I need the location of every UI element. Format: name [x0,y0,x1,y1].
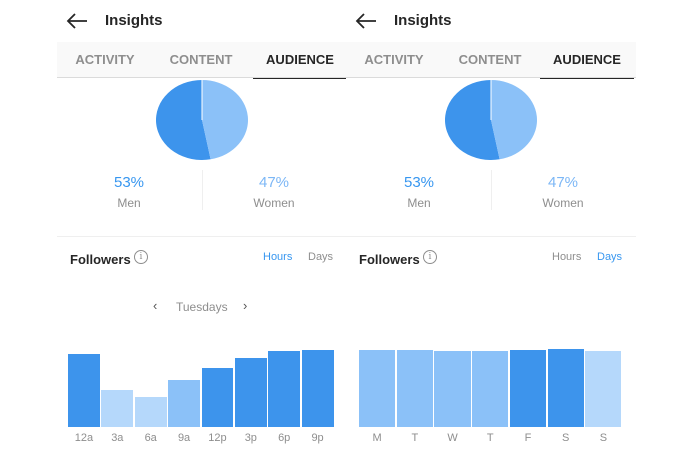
x-tick-label: 12p [208,432,227,444]
pie-slice-women [202,80,249,160]
top-bar: Insights [346,0,636,42]
gender-divider [491,170,492,210]
chart-bar [472,351,509,427]
pie-slice-men [156,80,211,160]
tab-activity[interactable]: ACTIVITY [75,52,135,67]
arrow-left-icon[interactable] [354,11,378,31]
tab-content[interactable]: CONTENT [458,52,522,67]
x-tick-label: S [599,432,608,444]
chart-bar [585,351,622,427]
hours-toggle[interactable]: Hours [552,251,582,263]
chart-bar [547,348,584,427]
women-label: Women [253,196,295,210]
women-percent: 47% [547,174,579,191]
chevron-left-icon[interactable]: ‹ [153,298,158,313]
chart-bar [509,350,547,427]
x-tick-label: 6p [278,432,291,444]
chart-bar [301,350,334,427]
x-tick-label: T [486,432,494,444]
hours-toggle[interactable]: Hours [263,251,293,263]
chart-bar [434,351,471,427]
page-title: Insights [105,12,163,29]
chart-bar [359,350,396,427]
chart-bar [268,351,301,427]
men-label: Men [117,196,141,210]
women-percent: 47% [258,174,290,191]
x-tick-label: T [411,432,419,444]
gender-pie-chart [445,80,537,160]
x-tick-label: 12a [74,432,94,444]
chart-bar [396,350,433,427]
x-tick-label: 9a [177,432,191,444]
men-percent: 53% [403,174,435,191]
days-toggle[interactable]: Days [597,251,623,263]
page-title: Insights [394,12,452,29]
tab-bar: ACTIVITY CONTENT AUDIENCE [57,42,347,79]
x-tick-label: F [524,432,532,444]
followers-heading: Followers [359,252,420,267]
chart-bar [234,357,267,427]
women-label: Women [542,196,584,210]
men-label: Men [407,196,431,210]
gender-divider [202,170,203,210]
chart-bar [201,367,234,427]
pie-slice-men [445,80,500,160]
chart-bar [68,354,100,427]
arrow-left-icon[interactable] [65,11,89,31]
tab-audience[interactable]: AUDIENCE [253,42,347,79]
x-tick-label: W [447,432,458,444]
chevron-right-icon[interactable]: › [243,298,248,313]
x-tick-label: 3a [111,432,124,444]
x-tick-label: S [562,432,570,444]
section-divider [346,236,636,237]
days-toggle[interactable]: Days [308,251,334,263]
chart-bar [134,397,167,427]
x-tick-label: 6a [144,432,157,444]
tab-audience[interactable]: AUDIENCE [540,42,634,79]
x-tick-label: M [372,432,382,444]
insights-panel-hours: Insights ACTIVITY CONTENT AUDIENCE 53% M… [57,0,347,454]
insights-panel-days: Insights ACTIVITY CONTENT AUDIENCE 53% M… [346,0,636,454]
info-icon[interactable]: i [134,250,148,264]
gender-pie-chart [156,80,249,160]
day-selector-label: Tuesdays [176,300,228,314]
info-icon[interactable]: i [423,250,437,264]
pie-slices [156,80,249,160]
tab-content[interactable]: CONTENT [169,52,233,67]
men-percent: 53% [113,174,145,191]
pie-slice-women [491,80,537,160]
chart-bar [168,379,200,427]
tab-bar: ACTIVITY CONTENT AUDIENCE [346,42,636,79]
chart-bar [101,389,134,427]
section-divider [57,236,347,237]
tab-activity[interactable]: ACTIVITY [364,52,424,67]
x-tick-label: 9p [311,432,324,444]
followers-heading: Followers [70,252,131,267]
pie-slices [445,80,537,160]
x-tick-label: 3p [244,432,257,444]
top-bar: Insights [57,0,347,42]
